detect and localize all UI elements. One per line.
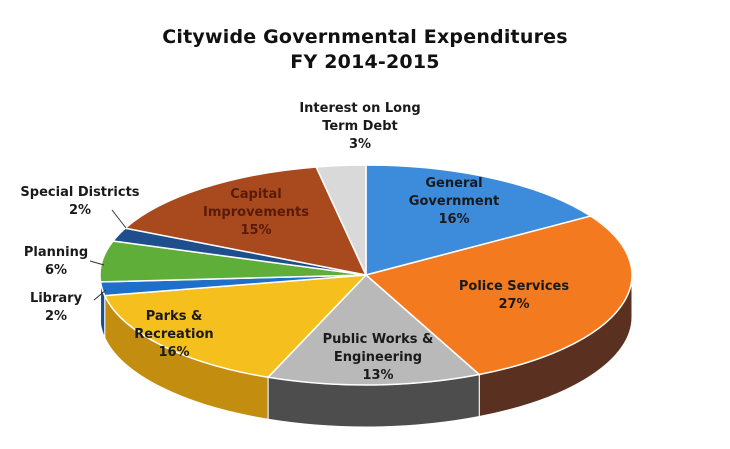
- pie-slice-police-services: [364, 215, 633, 376]
- slice-label-library: Library 2%: [30, 291, 83, 324]
- leader-line-library: [93, 289, 107, 301]
- slice-percent-general-government: 16%: [438, 212, 469, 227]
- slice-label-line-interest-on-long-term-debt: Term Debt: [322, 119, 398, 134]
- slice-percent-police-services: 27%: [498, 297, 529, 312]
- slice-percent-special-districts: 2%: [69, 203, 91, 218]
- slice-label-line-public-works-engineering: Public Works &: [323, 332, 434, 347]
- chart-subtitle: FY 2014-2015: [290, 51, 440, 73]
- chart-title: Citywide Governmental Expenditures: [162, 26, 568, 48]
- slice-label-capital-improvements: Capital Improvements 15%: [203, 187, 309, 238]
- slice-percent-parks-recreation: 16%: [158, 345, 189, 360]
- slice-percent-planning: 6%: [45, 263, 67, 278]
- slice-label-line-general-government: Government: [409, 194, 499, 209]
- slice-label-parks-recreation: Parks & Recreation 16%: [134, 309, 213, 360]
- pie-slice-public-works-engineering: [266, 273, 481, 386]
- pie-tops: [99, 164, 633, 386]
- slice-label-line-public-works-engineering: Engineering: [334, 350, 422, 365]
- pie-slice-interest-on-long-term-debt: [315, 164, 367, 276]
- slice-label-interest-on-long-term-debt: Interest on Long Term Debt 3%: [299, 101, 420, 152]
- slice-label-line-capital-improvements: Capital: [230, 187, 282, 202]
- slice-percent-interest-on-long-term-debt: 3%: [349, 137, 371, 152]
- slice-label-police-services: Police Services 27%: [459, 279, 569, 312]
- slice-label-line-library: Library: [30, 291, 83, 306]
- slice-label-public-works-engineering: Public Works & Engineering 13%: [323, 332, 434, 383]
- leader-line-special-districts: [111, 209, 127, 229]
- slice-label-general-government: General Government 16%: [409, 176, 499, 227]
- slice-label-line-planning: Planning: [24, 245, 88, 260]
- pie-slice-parks-recreation: [103, 274, 368, 379]
- slice-label-line-special-districts: Special Districts: [20, 185, 139, 200]
- pie-labels: General Government 16% Police Services 27% Pu…: [20, 101, 569, 383]
- leader-line-planning: [89, 260, 105, 266]
- slice-label-line-interest-on-long-term-debt: Interest on Long: [299, 101, 420, 116]
- pie-slice-capital-improvements: [123, 166, 368, 277]
- slice-label-line-parks-recreation: Parks &: [146, 309, 203, 324]
- slice-label-special-districts: Special Districts 2%: [20, 185, 139, 218]
- slice-percent-capital-improvements: 15%: [240, 223, 271, 238]
- slice-percent-public-works-engineering: 13%: [362, 368, 393, 383]
- slice-label-line-police-services: Police Services: [459, 279, 569, 294]
- slice-label-planning: Planning 6%: [24, 245, 88, 278]
- slice-percent-library: 2%: [45, 309, 67, 324]
- slice-label-line-general-government: General: [425, 176, 482, 191]
- slice-label-line-capital-improvements: Improvements: [203, 205, 309, 220]
- pie-sides: [99, 274, 633, 428]
- pie-slice-general-government: [365, 164, 593, 276]
- slice-label-line-parks-recreation: Recreation: [134, 327, 213, 342]
